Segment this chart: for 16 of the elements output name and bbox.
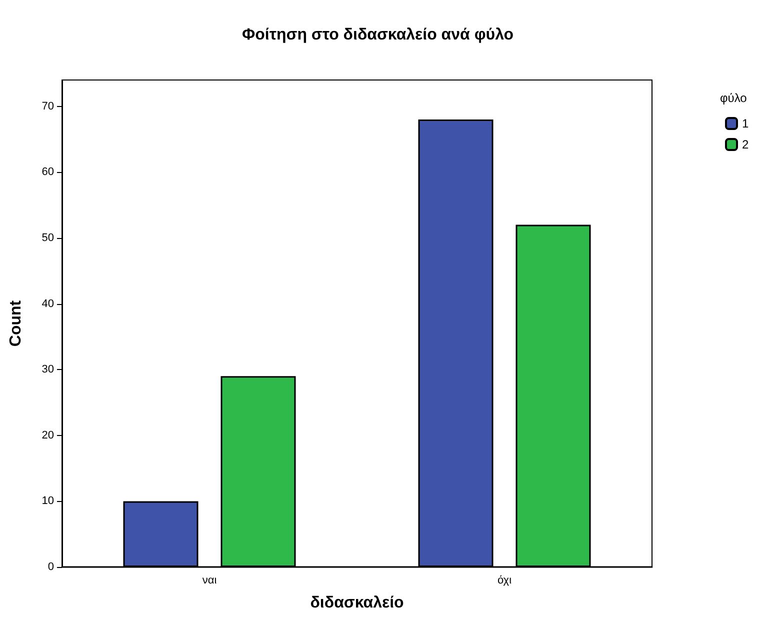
y-tick-label: 70 xyxy=(42,100,54,112)
x-tick-label: όχι xyxy=(497,574,512,586)
chart-title: Φοίτηση στο διδασκαλείο ανά φύλο xyxy=(242,26,514,44)
y-tick-label: 40 xyxy=(42,298,54,310)
legend-label: 2 xyxy=(742,138,749,152)
legend-title: φύλο xyxy=(720,91,748,105)
y-axis-title: Count xyxy=(8,300,24,347)
y-tick-label: 60 xyxy=(42,166,54,178)
y-tick-label: 50 xyxy=(42,232,54,244)
legend-label: 1 xyxy=(742,116,749,130)
y-tick-label: 30 xyxy=(42,364,54,376)
y-tick-label: 10 xyxy=(42,495,54,508)
x-axis-title: διδασκαλείο xyxy=(310,594,404,612)
x-tick-label: ναι xyxy=(202,574,218,586)
y-tick-label: 20 xyxy=(42,429,54,442)
y-tick-label: 0 xyxy=(48,561,54,573)
